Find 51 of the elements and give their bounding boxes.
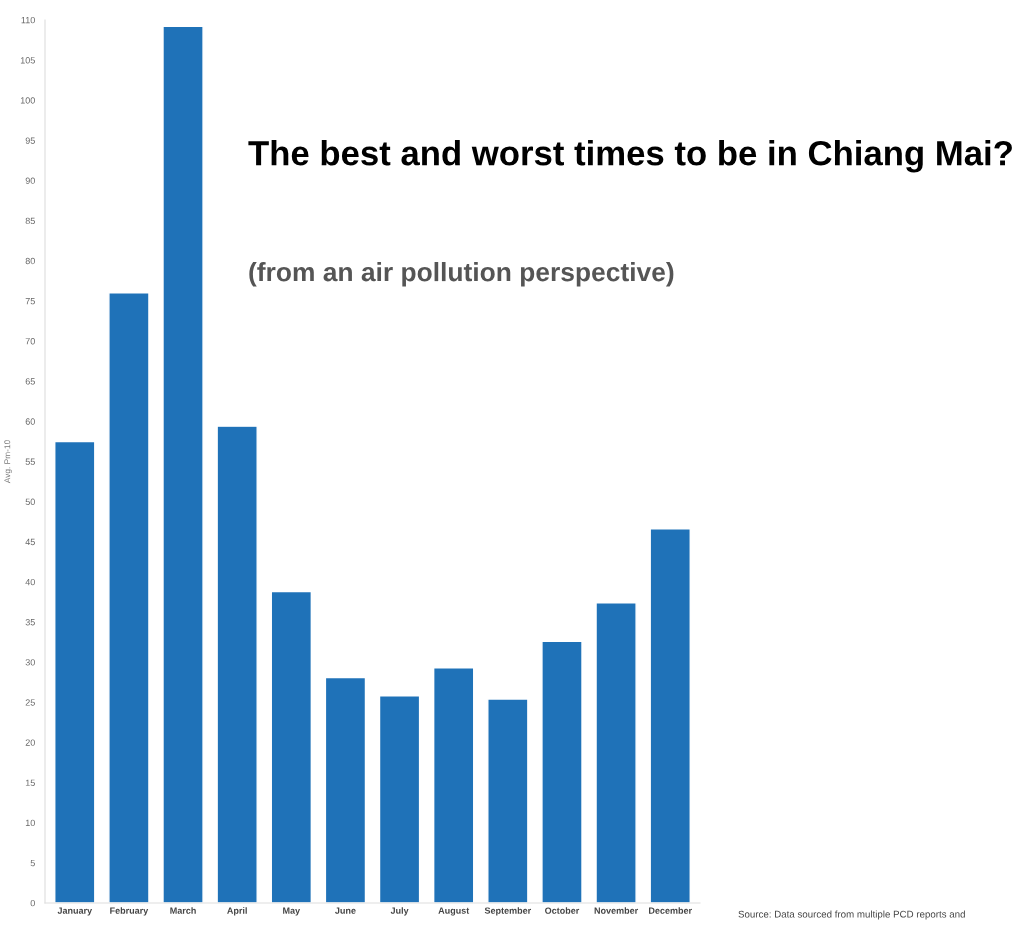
y-tick-label: 95 xyxy=(25,137,35,144)
y-tick-label: 85 xyxy=(25,217,35,225)
y-tick-label: 105 xyxy=(20,57,35,64)
y-tick-label: 70 xyxy=(25,338,35,345)
text: The best and worst times to be in Chiang Mai? xyxy=(248,140,1012,173)
x-tick-label: July xyxy=(390,907,409,916)
bar xyxy=(270,590,313,903)
bar xyxy=(595,602,637,903)
y-tick-label: 65 xyxy=(25,378,35,385)
y-tick-label: 10 xyxy=(25,819,35,827)
x-tick-label: June xyxy=(335,907,356,914)
y-tick-label: 20 xyxy=(25,739,35,746)
bar xyxy=(216,425,258,903)
bar xyxy=(108,292,150,903)
y-tick-label: 50 xyxy=(25,498,35,505)
x-tick-label: April xyxy=(227,907,247,916)
y-tick-label: 90 xyxy=(25,177,35,184)
y-tick-label: 80 xyxy=(25,257,35,265)
bar xyxy=(162,25,204,903)
x-tick-label: October xyxy=(545,907,580,914)
x-tick-label: November xyxy=(594,907,639,914)
y-tick-label: 5 xyxy=(30,859,35,867)
x-tick-label: May xyxy=(283,907,301,916)
y-tick-label: 40 xyxy=(25,578,35,586)
text: (from an air pollution perspective) xyxy=(249,262,674,287)
y-tick-label: 55 xyxy=(25,458,35,465)
bar xyxy=(378,695,421,903)
x-tick-label: September xyxy=(484,907,532,916)
x-tick-label: August xyxy=(438,907,470,916)
bar xyxy=(432,667,475,903)
x-tick-label: December xyxy=(649,907,692,914)
y-axis-title: Avg. Pm-10 xyxy=(4,440,12,484)
bar xyxy=(487,698,529,903)
y-tick-label: 30 xyxy=(25,659,35,666)
y-tick-label: 100 xyxy=(20,97,35,104)
bar xyxy=(649,528,691,903)
y-tick-label: 60 xyxy=(25,418,35,425)
x-tick-label: January xyxy=(57,907,93,916)
y-tick-label: 35 xyxy=(25,619,35,626)
y-tick-label: 75 xyxy=(25,298,35,305)
bar xyxy=(54,440,96,903)
y-tick-label: 45 xyxy=(25,538,35,546)
y-tick-label: 110 xyxy=(21,16,35,24)
y-tick-label: 25 xyxy=(25,699,35,706)
bar xyxy=(324,676,367,903)
y-tick-label: 15 xyxy=(25,779,35,786)
source-note: Source: Data sourced from multiple PCD reports and xyxy=(738,910,965,920)
x-tick-label: February xyxy=(110,907,149,916)
y-tick-label: 0 xyxy=(30,899,35,907)
x-tick-label: March xyxy=(170,907,196,914)
bar xyxy=(541,640,583,903)
